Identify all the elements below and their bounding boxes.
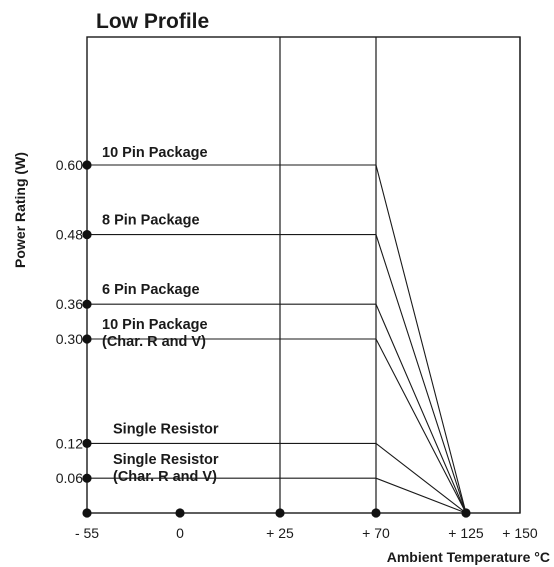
series-line [87, 303, 467, 514]
y-tick-labels: 0.60 0.48 0.36 0.30 0.12 0.06 [56, 157, 83, 486]
y-tick-label: 0.36 [56, 296, 83, 312]
x-tick-label: + 70 [362, 525, 390, 541]
y-tick-dots [82, 160, 92, 483]
series-label: 8 Pin Package [102, 213, 200, 229]
plot-frame [86, 36, 521, 514]
y-tick-label: 0.12 [56, 435, 83, 451]
y-tick-label: 0.30 [56, 331, 83, 347]
x-tick-label: + 150 [502, 525, 538, 541]
series-label: (Char. R and V) [113, 469, 217, 485]
x-tick-label: + 125 [448, 525, 484, 541]
gridlines [279, 37, 521, 513]
x-tick-dot [275, 508, 285, 518]
y-tick-label: 0.48 [56, 227, 83, 243]
series-label: 10 Pin Package [102, 145, 208, 161]
x-tick-dots [82, 508, 471, 518]
series-labels: 10 Pin Package 8 Pin Package 6 Pin Package… [102, 145, 219, 485]
x-tick-label: - 55 [75, 525, 99, 541]
y-tick-dot [82, 230, 92, 240]
x-tick-labels: - 55 0 + 25 + 70 + 125 + 150 [75, 525, 538, 541]
series-lines [87, 164, 467, 514]
y-tick-dot [82, 438, 92, 448]
x-tick-dot [82, 508, 92, 518]
x-tick-dot [175, 508, 185, 518]
series-label: (Char. R and V) [102, 334, 206, 350]
y-tick-dot [82, 334, 92, 344]
series-line [87, 477, 467, 514]
chart-title: Low Profile [96, 10, 209, 33]
series-line [87, 234, 467, 514]
x-tick-label: 0 [176, 525, 184, 541]
y-tick-label: 0.06 [56, 470, 83, 486]
series-line [87, 164, 467, 514]
series-label: Single Resistor [113, 452, 219, 468]
y-axis-label: Power Rating (W) [12, 152, 28, 268]
series-label: Single Resistor [113, 421, 219, 437]
x-tick-dot [461, 508, 471, 518]
y-tick-dot [82, 160, 92, 170]
x-tick-label: + 25 [266, 525, 294, 541]
y-tick-dot [82, 299, 92, 309]
series-line [87, 338, 467, 514]
x-tick-dot [371, 508, 381, 518]
y-tick-label: 0.60 [56, 157, 83, 173]
series-label: 6 Pin Package [102, 282, 200, 298]
series-label: 10 Pin Package [102, 317, 208, 333]
y-tick-dot [82, 473, 92, 483]
series-line [87, 442, 467, 514]
x-axis-label: Ambient Temperature °C [387, 549, 550, 565]
